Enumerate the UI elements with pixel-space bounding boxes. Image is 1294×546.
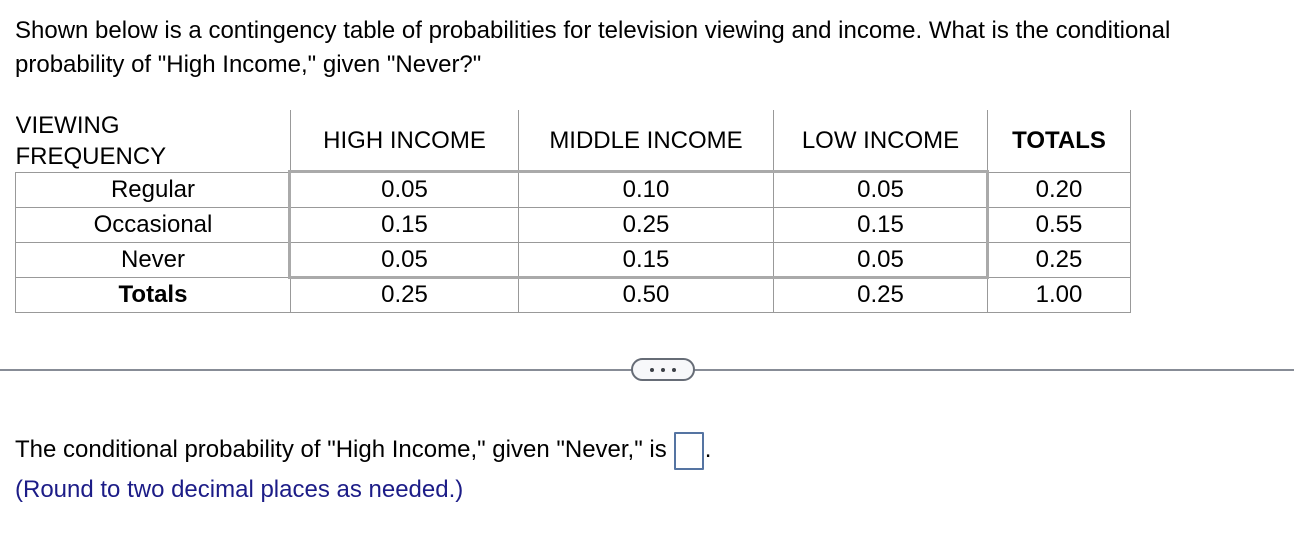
expand-collapse-button[interactable]: [631, 358, 695, 381]
table-header-row: VIEWING FREQUENCY HIGH INCOME MIDDLE INC…: [16, 110, 1131, 173]
answer-sentence: The conditional probability of "High Inc…: [15, 430, 711, 470]
contingency-table: VIEWING FREQUENCY HIGH INCOME MIDDLE INC…: [15, 110, 1131, 313]
table-row-occasional: Occasional 0.15 0.25 0.15 0.55: [15, 207, 1131, 243]
cell-total: 0.25: [773, 277, 988, 313]
row-label: Never: [15, 242, 291, 278]
table-row-regular: Regular 0.05 0.10 0.05 0.20: [15, 172, 1131, 208]
cell-total: 0.25: [987, 242, 1131, 278]
cell-value: 0.10: [518, 172, 774, 208]
cell-value: 0.15: [773, 207, 988, 243]
header-viewing-frequency: VIEWING FREQUENCY: [15, 112, 167, 170]
header-low-income: LOW INCOME: [773, 110, 988, 173]
answer-sentence-before: The conditional probability of "High Inc…: [15, 436, 667, 463]
cell-grand-total: 1.00: [987, 277, 1131, 313]
row-label: Regular: [15, 172, 291, 208]
cell-value: 0.25: [518, 207, 774, 243]
cell-value: 0.15: [290, 207, 519, 243]
table-row-totals: Totals 0.25 0.50 0.25 1.00: [15, 277, 1131, 313]
cell-value: 0.15: [518, 242, 774, 278]
table-row-never: Never 0.05 0.15 0.05 0.25: [15, 242, 1131, 278]
header-high-income: HIGH INCOME: [290, 110, 519, 173]
cell-total: 0.25: [290, 277, 519, 313]
header-totals: TOTALS: [987, 110, 1131, 173]
cell-total: 0.20: [987, 172, 1131, 208]
rounding-instruction: (Round to two decimal places as needed.): [15, 476, 464, 503]
answer-input[interactable]: [673, 431, 704, 470]
row-label: Totals: [15, 277, 291, 313]
cell-value: 0.05: [773, 242, 988, 278]
cell-value: 0.05: [773, 172, 988, 208]
row-label: Occasional: [15, 207, 291, 243]
header-middle-income: MIDDLE INCOME: [518, 110, 774, 173]
ellipsis-icon: [650, 367, 676, 372]
cell-value: 0.05: [290, 242, 519, 278]
cell-value: 0.05: [290, 172, 519, 208]
cell-total: 0.55: [987, 207, 1131, 243]
question-text: Shown below is a contingency table of pr…: [15, 17, 1171, 78]
cell-total: 0.50: [518, 277, 774, 313]
answer-sentence-after: .: [704, 436, 712, 463]
